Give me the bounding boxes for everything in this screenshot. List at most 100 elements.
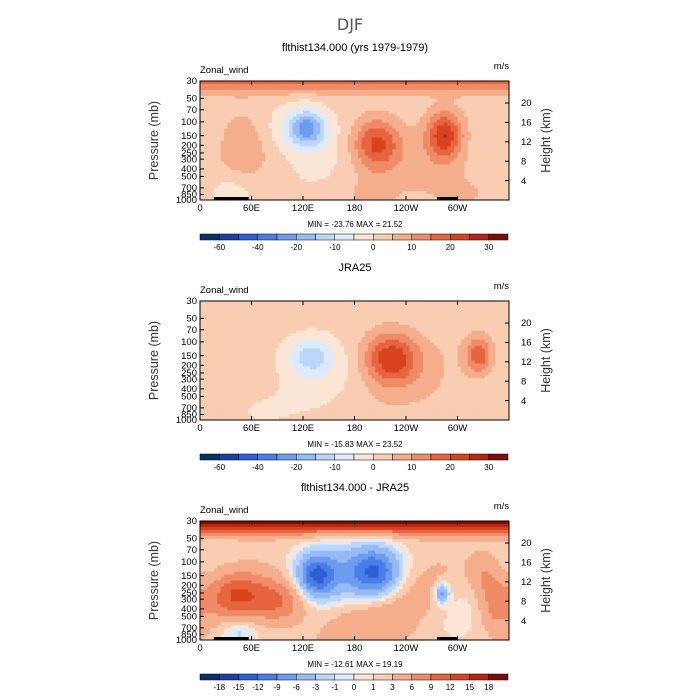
colorbar-label: -12 — [252, 683, 264, 692]
colorbar-label: -40 — [252, 463, 264, 472]
colorbar-box — [469, 233, 489, 241]
x-tick-label: 120W — [394, 203, 419, 214]
z-tick-label: 4 — [521, 616, 526, 627]
p-tick-label: 700 — [181, 623, 197, 634]
colorbar-label: -10 — [329, 463, 341, 472]
z-tick-label: 20 — [521, 98, 532, 109]
z-tick-label: 20 — [521, 318, 532, 329]
y2-axis-label: Height (km) — [539, 108, 553, 173]
colorbar-box — [469, 453, 489, 461]
colorbar-box — [334, 233, 355, 241]
colorbar-label: 9 — [429, 683, 434, 692]
colorbar-box — [392, 673, 412, 681]
x-tick-label: 0 — [197, 643, 202, 654]
colorbar-box — [450, 453, 470, 461]
colorbar-label: 10 — [407, 243, 416, 252]
p-tick-label: 850 — [181, 630, 197, 641]
colorbar-label: -15 — [233, 683, 245, 692]
colorbar-label: 20 — [446, 463, 455, 472]
colorbar-label: 1 — [371, 683, 376, 692]
colorbar-box — [238, 673, 258, 681]
panel-title: flthist134.000 - JRA25 — [301, 482, 409, 494]
colorbar-label: -40 — [252, 243, 264, 252]
x-tick-label: 120E — [292, 643, 314, 654]
colorbar: -18 -15 -12 -9 -6 -3 -1 0 1 3 6 9 12 15 18 — [199, 673, 509, 692]
colorbar-box — [238, 233, 258, 241]
colorbar-label: 6 — [410, 683, 415, 692]
colorbar-label: -10 — [329, 243, 341, 252]
colorbar-box — [430, 673, 451, 681]
p-tick-label: 50 — [186, 94, 197, 105]
colorbar-box — [219, 673, 239, 681]
p-tick-label: 250 — [181, 368, 197, 379]
colorbar-box — [257, 673, 278, 681]
colorbar-label: -1 — [331, 683, 339, 692]
p-tick-label: 100 — [181, 557, 197, 568]
z-tick-label: 8 — [521, 596, 526, 607]
colorbar-box — [276, 453, 297, 461]
colorbar-box — [296, 233, 316, 241]
p-tick-label: 1000 — [176, 635, 197, 646]
colorbar-label: -60 — [213, 463, 225, 472]
z-tick-label: 12 — [521, 137, 532, 148]
x-tick-label: 60E — [243, 643, 260, 654]
panel-3: flthist134.000 - JRA25 Zonal_wind m/s 0 60E 1… — [147, 482, 553, 692]
colorbar-label: 0 — [371, 243, 376, 252]
x-tick-label: 0 — [197, 423, 202, 434]
p-tick-label: 1000 — [176, 415, 197, 426]
figure-title: DJF — [337, 15, 363, 34]
colorbar-box — [334, 453, 355, 461]
min-max-stats: MIN = -23.76 MAX = 21.52 — [307, 220, 403, 229]
p-tick-label: 150 — [181, 131, 197, 142]
p-tick-label: 100 — [181, 337, 197, 348]
colorbar-box — [392, 453, 412, 461]
colorbar-box — [373, 233, 393, 241]
units-label: m/s — [494, 61, 510, 72]
p-tick-label: 200 — [181, 141, 197, 152]
colorbar-box — [411, 233, 432, 241]
colorbar-box — [488, 673, 509, 681]
colorbar-label: -18 — [213, 683, 225, 692]
min-max-stats: MIN = -15.83 MAX = 23.52 — [307, 440, 403, 449]
colorbar-box — [257, 233, 278, 241]
field-label: Zonal_wind — [200, 285, 249, 296]
colorbar-label: 0 — [352, 683, 357, 692]
colorbar-box — [199, 453, 220, 461]
p-tick-label: 250 — [181, 588, 197, 599]
field-label: Zonal_wind — [200, 65, 249, 76]
p-tick-label: 500 — [181, 392, 197, 403]
p-tick-label: 300 — [181, 154, 197, 165]
colorbar-label: 20 — [446, 243, 455, 252]
panel-1: flthist134.000 (yrs 1979-1979) Zonal_wind… — [147, 42, 553, 252]
panels: flthist134.000 (yrs 1979-1979) Zonal_wind… — [147, 42, 553, 692]
heatmap-cells — [200, 521, 509, 640]
p-tick-label: 400 — [181, 604, 197, 615]
colorbar-box — [450, 233, 470, 241]
x-tick-label: 120W — [394, 643, 419, 654]
colorbar-label: -9 — [273, 683, 281, 692]
y-axis-label: Pressure (mb) — [147, 321, 161, 400]
y2-axis-label: Height (km) — [539, 328, 553, 393]
x-tick-label: 60W — [448, 203, 468, 214]
colorbar-label: 0 — [371, 463, 376, 472]
colorbar-label: -20 — [290, 463, 302, 472]
z-tick-label: 4 — [521, 396, 526, 407]
p-tick-label: 700 — [181, 183, 197, 194]
x-tick-label: 60E — [243, 423, 260, 434]
colorbar-box — [334, 673, 355, 681]
p-tick-label: 150 — [181, 571, 197, 582]
z-tick-label: 16 — [521, 338, 532, 349]
x-tick-label: 60W — [448, 423, 468, 434]
x-tick-label: 120E — [292, 203, 314, 214]
topography-mark — [436, 637, 457, 640]
colorbar-box — [315, 673, 335, 681]
x-tick-label: 180 — [347, 423, 363, 434]
topography-mark — [218, 637, 243, 640]
p-tick-label: 300 — [181, 594, 197, 605]
colorbar-label: -60 — [213, 243, 225, 252]
p-tick-label: 70 — [186, 325, 197, 336]
colorbar-box — [257, 453, 278, 461]
heatmap-cells — [200, 81, 509, 200]
panel-2: JRA25 Zonal_wind m/s 0 60E 120E 180 120W 60W 30 50… — [147, 262, 553, 472]
topography-mark — [436, 197, 457, 200]
